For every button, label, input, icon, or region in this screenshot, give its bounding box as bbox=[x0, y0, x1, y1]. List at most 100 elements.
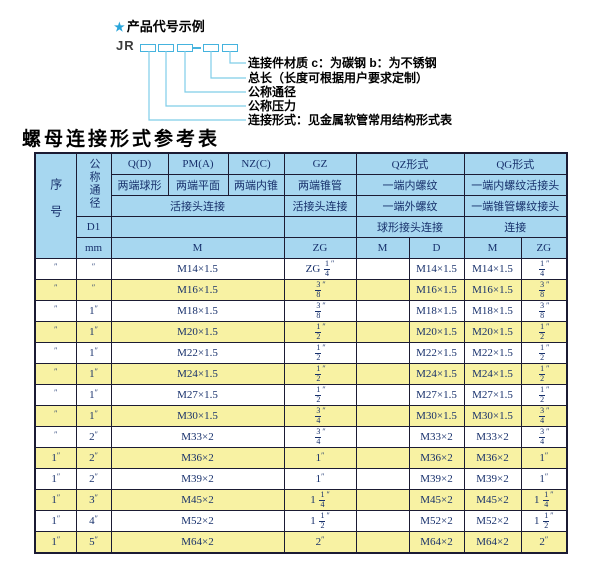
m-cell: M20×1.5 bbox=[110, 321, 285, 343]
m-cell: M27×1.5 bbox=[110, 384, 285, 406]
m-cell: M33×2 bbox=[110, 426, 285, 448]
header-qg-desc: 一端内螺纹活接头 bbox=[463, 174, 568, 196]
dn-cell: 1″ bbox=[75, 342, 112, 364]
header-gz-joint: 活接头连接 bbox=[283, 195, 357, 217]
star-icon: ★ bbox=[114, 20, 125, 34]
qg-m-cell: M18×1.5 bbox=[463, 300, 522, 322]
header-nominal-diameter: 公称通径 bbox=[75, 152, 112, 217]
qz-d-cell: M16×1.5 bbox=[408, 279, 465, 301]
gz-cell: 3 8 ″ bbox=[283, 279, 357, 301]
seq-cell: ″ bbox=[34, 405, 77, 427]
seq-cell: ″ bbox=[34, 363, 77, 385]
qg-m-cell: M20×1.5 bbox=[463, 321, 522, 343]
qg-zg-cell: 3 4 ″ bbox=[520, 426, 568, 448]
header-qg-unit-zg: ZG bbox=[520, 237, 568, 259]
header-code-gz: GZ bbox=[283, 152, 357, 175]
table-row: 1″ 2″ M39×2 1″ M39×2 M39×2 1″ bbox=[34, 468, 568, 490]
table-row: ″ 1″ M20×1.5 1 2 ″ M20×1.5 M20×1.5 1 2 ″ bbox=[34, 321, 568, 343]
table-row: 1″ 2″ M36×2 1″ M36×2 M36×2 1″ bbox=[34, 447, 568, 469]
qz-m-cell bbox=[355, 279, 410, 301]
gz-cell: 3 4 ″ bbox=[283, 426, 357, 448]
qz-m-cell bbox=[355, 300, 410, 322]
qz-d-cell: M45×2 bbox=[408, 489, 465, 511]
header-empty-gz bbox=[283, 216, 357, 238]
qg-zg-cell: 1 1 2 ″ bbox=[520, 510, 568, 532]
m-cell: M30×1.5 bbox=[110, 405, 285, 427]
m-cell: M22×1.5 bbox=[110, 342, 285, 364]
table-row: ″ 1″ M22×1.5 1 2 ″ M22×1.5 M22×1.5 1 2 ″ bbox=[34, 342, 568, 364]
m-cell: M64×2 bbox=[110, 531, 285, 554]
header-code-q: Q(D) bbox=[110, 152, 169, 175]
gz-cell: 1 2 ″ bbox=[283, 342, 357, 364]
dn-cell: 4″ bbox=[75, 510, 112, 532]
header-unit-zg: ZG bbox=[283, 237, 357, 259]
table-row: ″ ″ M14×1.5 ZG 1 4 ″ M14×1.5 M14×1.5 1 4 ″ bbox=[34, 258, 568, 280]
code-label-connection: 连接形式：见金属软管常用结构形式表 bbox=[248, 113, 453, 127]
code-label-length: 总长（长度可根据用户要求定制） bbox=[248, 71, 429, 85]
leader-lines bbox=[148, 51, 246, 121]
dn-cell: 1″ bbox=[75, 384, 112, 406]
diagram-title-text: 产品代号示例 bbox=[126, 19, 205, 34]
dn-cell: 2″ bbox=[75, 447, 112, 469]
qg-zg-cell: 3 4 ″ bbox=[520, 405, 568, 427]
dn-cell: 1″ bbox=[75, 405, 112, 427]
header-qz-unit-m: M bbox=[355, 237, 410, 259]
qg-m-cell: M30×1.5 bbox=[463, 405, 522, 427]
dn-cell: 1″ bbox=[75, 321, 112, 343]
qz-m-cell bbox=[355, 447, 410, 469]
table-row: ″ 1″ M18×1.5 3 8 ″ M18×1.5 M18×1.5 3 8 ″ bbox=[34, 300, 568, 322]
qz-m-cell bbox=[355, 258, 410, 280]
qg-m-cell: M14×1.5 bbox=[463, 258, 522, 280]
m-cell: M36×2 bbox=[110, 447, 285, 469]
code-box-connection bbox=[140, 44, 156, 52]
header-code-qz: QZ形式 bbox=[355, 152, 465, 175]
table-body: ″ ″ M14×1.5 ZG 1 4 ″ M14×1.5 M14×1.5 1 4 ″ ″ ″ M16×1.… bbox=[34, 258, 568, 554]
header-empty-left bbox=[110, 216, 285, 238]
table-row: 1″ 4″ M52×2 1 1 2 ″ M52×2 M52×2 1 1 2 ″ bbox=[34, 510, 568, 532]
table-row: 1″ 3″ M45×2 1 1 4 ″ M45×2 M45×2 1 1 4 ″ bbox=[34, 489, 568, 511]
product-code-diagram: ★ 产品代号示例 JR 连接件材质 c：为碳钢 b：为不锈钢 总长（长度可根据用户… bbox=[0, 0, 600, 135]
qg-zg-cell: 1 2 ″ bbox=[520, 342, 568, 364]
code-label-pressure: 公称压力 bbox=[248, 99, 297, 113]
dn-cell: 1″ bbox=[75, 300, 112, 322]
table-row: ″ 1″ M24×1.5 1 2 ″ M24×1.5 M24×1.5 1 2 ″ bbox=[34, 363, 568, 385]
qz-m-cell bbox=[355, 363, 410, 385]
qz-d-cell: M52×2 bbox=[408, 510, 465, 532]
qg-zg-cell: 1″ bbox=[520, 447, 568, 469]
qg-m-cell: M27×1.5 bbox=[463, 384, 522, 406]
qz-m-cell bbox=[355, 384, 410, 406]
qz-m-cell bbox=[355, 321, 410, 343]
qg-m-cell: M36×2 bbox=[463, 447, 522, 469]
gz-cell: 1 2 ″ bbox=[283, 321, 357, 343]
m-cell: M52×2 bbox=[110, 510, 285, 532]
header-pm-desc: 两端平面 bbox=[167, 174, 229, 196]
m-cell: M24×1.5 bbox=[110, 363, 285, 385]
gz-cell: 1″ bbox=[283, 468, 357, 490]
qz-d-cell: M39×2 bbox=[408, 468, 465, 490]
qg-m-cell: M39×2 bbox=[463, 468, 522, 490]
header-nz-desc: 两端内锥 bbox=[227, 174, 285, 196]
qz-d-cell: M64×2 bbox=[408, 531, 465, 554]
table-title: 螺母连接形式参考表 bbox=[22, 128, 221, 150]
seq-cell: 1″ bbox=[34, 489, 77, 511]
qg-m-cell: M52×2 bbox=[463, 510, 522, 532]
header-qz-desc2: 一端外螺纹 bbox=[355, 195, 465, 217]
header-qz-desc: 一端内螺纹 bbox=[355, 174, 465, 196]
dn-cell: 1″ bbox=[75, 363, 112, 385]
gz-cell: 3 4 ″ bbox=[283, 405, 357, 427]
gz-cell: 3 8 ″ bbox=[283, 300, 357, 322]
header-q-desc: 两端球形 bbox=[110, 174, 169, 196]
table-row: ″ 1″ M27×1.5 1 2 ″ M27×1.5 M27×1.5 1 2 ″ bbox=[34, 384, 568, 406]
gz-cell: 1 2 ″ bbox=[283, 363, 357, 385]
gz-cell: 1 1 4 ″ bbox=[283, 489, 357, 511]
seq-cell: ″ bbox=[34, 258, 77, 280]
header-code-pm: PM(A) bbox=[167, 152, 229, 175]
dn-cell: 5″ bbox=[75, 531, 112, 554]
qg-m-cell: M22×1.5 bbox=[463, 342, 522, 364]
code-label-diameter: 公称通径 bbox=[248, 85, 297, 99]
m-cell: M45×2 bbox=[110, 489, 285, 511]
code-dash bbox=[193, 47, 201, 49]
gz-cell: 1 1 2 ″ bbox=[283, 510, 357, 532]
qz-m-cell bbox=[355, 468, 410, 490]
